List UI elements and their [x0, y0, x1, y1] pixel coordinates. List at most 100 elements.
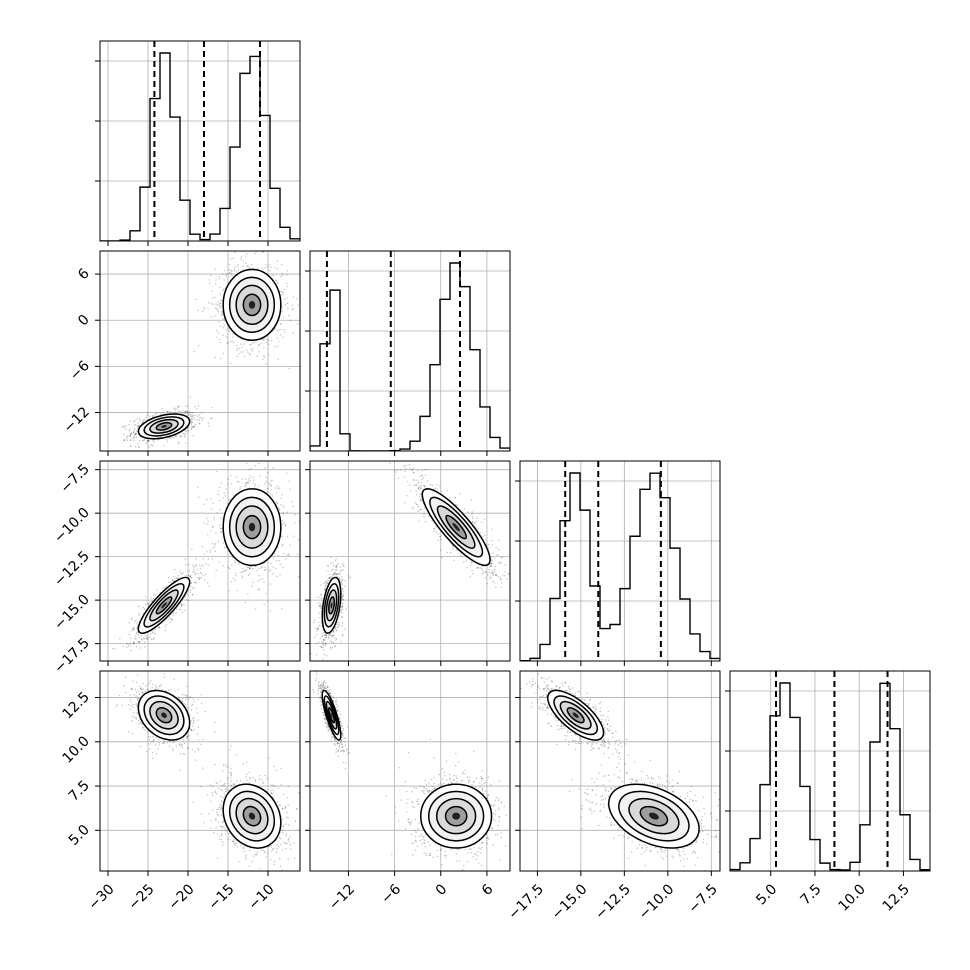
sample-point	[252, 482, 255, 484]
sample-point	[135, 632, 138, 634]
sample-point	[206, 498, 208, 501]
sample-point	[130, 630, 132, 632]
sample-point	[261, 566, 263, 569]
sample-point	[175, 407, 177, 410]
sample-point	[289, 544, 291, 547]
sample-point	[327, 565, 329, 567]
sample-point	[257, 588, 260, 591]
sample-point	[248, 482, 250, 484]
sample-point	[264, 566, 266, 568]
sample-point	[218, 277, 221, 280]
sample-point	[248, 566, 250, 569]
sample-point	[203, 522, 205, 524]
sample-point	[244, 485, 246, 488]
sample-point	[332, 568, 334, 571]
sample-point	[138, 641, 140, 643]
sample-point	[222, 334, 224, 336]
sample-point	[320, 593, 322, 596]
sample-point	[192, 414, 194, 417]
sample-point	[317, 628, 319, 630]
sample-point	[231, 340, 234, 342]
sample-point	[144, 646, 146, 648]
sample-point	[227, 341, 229, 343]
sample-point	[252, 581, 254, 584]
sample-point	[267, 471, 269, 474]
sample-point	[274, 267, 276, 269]
sample-point	[129, 435, 132, 437]
sample-point	[170, 618, 173, 621]
sample-point	[193, 570, 196, 573]
sample-point	[218, 321, 220, 323]
sample-point	[215, 569, 217, 572]
sample-point	[453, 559, 455, 562]
sample-point	[334, 644, 336, 647]
sample-point	[341, 604, 344, 607]
sample-point	[339, 569, 342, 572]
sample-point	[214, 356, 217, 359]
sample-point	[337, 562, 339, 565]
sample-point	[174, 568, 176, 571]
sample-point	[249, 352, 251, 355]
sample-point	[136, 425, 139, 427]
sample-point	[223, 492, 225, 494]
sample-point	[191, 425, 193, 427]
sample-point	[140, 634, 143, 637]
sample-point	[197, 486, 199, 489]
sample-point	[249, 267, 251, 269]
sample-point	[247, 593, 249, 595]
sample-point	[321, 641, 323, 643]
sample-point	[270, 485, 272, 487]
sample-point	[197, 309, 199, 311]
sample-point	[283, 328, 285, 331]
sample-point	[155, 414, 157, 416]
sample-point	[211, 290, 213, 293]
sample-point	[266, 342, 268, 344]
sample-point	[322, 646, 324, 649]
sample-point	[279, 322, 282, 325]
sample-point	[133, 428, 136, 430]
sample-point	[320, 607, 323, 609]
sample-point	[325, 655, 328, 657]
sample-point	[138, 446, 140, 448]
sample-point	[333, 642, 335, 644]
sample-point	[191, 421, 193, 423]
sample-point	[227, 566, 230, 569]
sample-point	[246, 569, 248, 571]
sample-point	[417, 482, 420, 484]
sample-point	[152, 631, 154, 634]
sample-point	[437, 539, 440, 541]
sample-point	[240, 256, 243, 258]
sample-point	[191, 426, 194, 428]
sample-point	[323, 641, 325, 643]
sample-point	[259, 475, 261, 478]
sample-point	[198, 416, 201, 419]
sample-point	[194, 581, 196, 584]
sample-point	[271, 247, 272, 248]
sample-point	[320, 621, 323, 624]
sample-point	[284, 459, 285, 460]
sample-point	[182, 412, 184, 414]
sample-point	[317, 641, 320, 644]
sample-point	[202, 565, 205, 567]
sample-point	[177, 577, 179, 579]
sample-point	[186, 428, 188, 430]
sample-point	[184, 410, 187, 412]
sample-point	[190, 582, 192, 584]
sample-point	[286, 274, 288, 276]
sample-point	[281, 535, 283, 538]
sample-point	[144, 635, 147, 637]
sample-point	[150, 444, 152, 447]
sample-point	[264, 467, 266, 469]
sample-point	[415, 503, 418, 506]
sample-point	[325, 636, 327, 639]
sample-point	[283, 522, 286, 524]
sample-point	[323, 587, 326, 590]
sample-point	[246, 265, 249, 268]
sample-point	[285, 558, 287, 560]
sample-point	[342, 598, 345, 601]
cluster-0	[100, 396, 213, 449]
sample-point	[216, 512, 218, 514]
sample-point	[332, 631, 334, 633]
sample-point	[199, 576, 201, 579]
sample-point	[272, 467, 274, 469]
